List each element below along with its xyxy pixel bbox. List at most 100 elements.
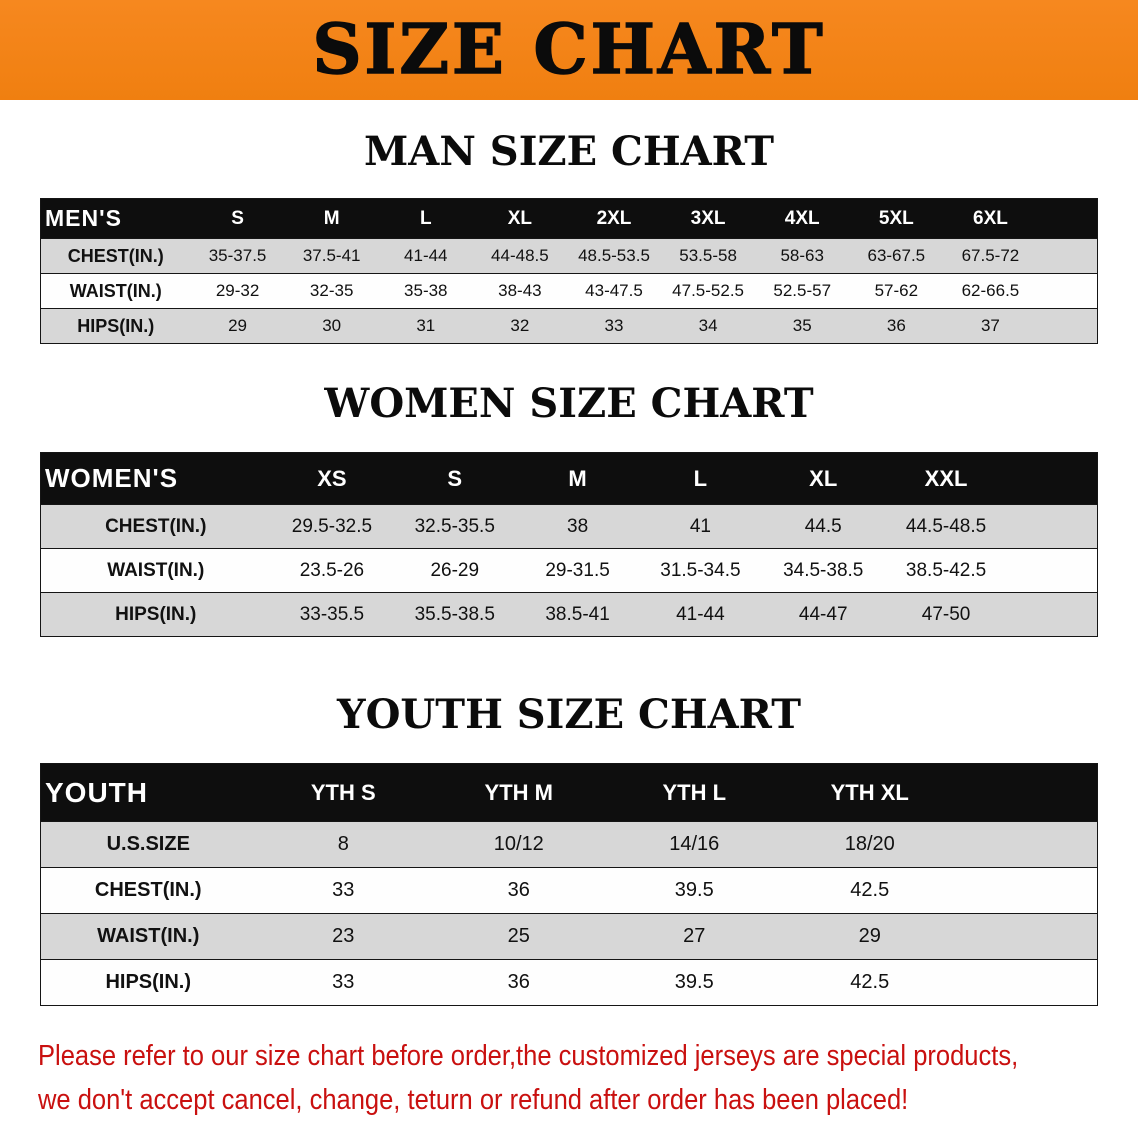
youth-section: YOUTH SIZE CHART YOUTH YTH S YTH M YTH L… — [0, 693, 1138, 1006]
women-hips-cell: 38.5-41 — [516, 592, 639, 637]
disclaimer-line-2: we don't accept cancel, change, teturn o… — [38, 1084, 909, 1116]
men-hips-cell: 34 — [661, 308, 756, 344]
youth-waist-cell: 25 — [431, 913, 607, 960]
women-hips-cell: 41-44 — [638, 592, 762, 637]
women-chest-cell: 29.5-32.5 — [270, 504, 394, 549]
men-waist-cell: 29-32 — [190, 273, 285, 309]
women-waist-cell: 26-29 — [393, 548, 517, 593]
men-waist-cell: 52.5-57 — [755, 273, 850, 309]
disclaimer: Please refer to our size chart before or… — [0, 1034, 1138, 1122]
women-size-table: WOMEN'S XS S M L XL XXL CHEST(IN.) 29.5-… — [40, 452, 1098, 637]
men-table-header-row: MEN'S S M L XL 2XL 3XL 4XL 5XL 6XL — [40, 198, 1098, 239]
youth-ussize-cell: 10/12 — [431, 821, 607, 868]
youth-chest-cell: 39.5 — [606, 867, 782, 914]
spacer-cell — [957, 763, 1098, 822]
men-chest-cell: 67.5-72 — [943, 238, 1038, 274]
spacer-cell — [957, 821, 1098, 868]
row-label: WAIST(IN.) — [40, 273, 191, 309]
men-waist-cell: 57-62 — [849, 273, 944, 309]
spacer-cell — [957, 913, 1098, 960]
youth-ussize-cell: 8 — [255, 821, 431, 868]
men-waist-cell: 32-35 — [284, 273, 379, 309]
men-waist-row: WAIST(IN.) 29-32 32-35 35-38 38-43 43-47… — [40, 273, 1098, 309]
youth-section-heading: YOUTH SIZE CHART — [337, 691, 801, 738]
women-hips-cell: 44-47 — [761, 592, 885, 637]
youth-hips-cell: 42.5 — [782, 959, 958, 1006]
men-hips-cell: 37 — [943, 308, 1038, 344]
spacer-cell — [1037, 238, 1098, 274]
women-column-header: XXL — [884, 452, 1008, 505]
spacer-cell — [1007, 504, 1098, 549]
youth-table-header-row: YOUTH YTH S YTH M YTH L YTH XL — [40, 763, 1098, 822]
women-section-heading: WOMEN SIZE CHART — [324, 380, 814, 427]
men-waist-cell: 35-38 — [378, 273, 473, 309]
men-hips-cell: 33 — [566, 308, 662, 344]
men-waist-cell: 38-43 — [472, 273, 567, 309]
men-size-table: MEN'S S M L XL 2XL 3XL 4XL 5XL 6XL CHEST… — [40, 198, 1098, 344]
youth-waist-cell: 23 — [255, 913, 431, 960]
men-chest-cell: 63-67.5 — [849, 238, 944, 274]
men-chest-cell: 48.5-53.5 — [566, 238, 662, 274]
youth-chest-row: CHEST(IN.) 33 36 39.5 42.5 — [40, 867, 1098, 914]
women-waist-cell: 23.5-26 — [270, 548, 394, 593]
youth-ussize-cell: 14/16 — [606, 821, 782, 868]
women-hips-cell: 47-50 — [884, 592, 1008, 637]
men-waist-cell: 43-47.5 — [566, 273, 662, 309]
row-label: WAIST(IN.) — [40, 913, 256, 960]
men-chest-cell: 41-44 — [378, 238, 473, 274]
women-chest-cell: 38 — [516, 504, 639, 549]
men-waist-cell: 47.5-52.5 — [661, 273, 756, 309]
men-column-header: XL — [472, 198, 567, 239]
men-waist-cell: 62-66.5 — [943, 273, 1038, 309]
row-label: WAIST(IN.) — [40, 548, 271, 593]
youth-hips-cell: 39.5 — [606, 959, 782, 1006]
row-label: HIPS(IN.) — [40, 592, 271, 637]
youth-waist-cell: 27 — [606, 913, 782, 960]
youth-chest-cell: 42.5 — [782, 867, 958, 914]
men-chest-cell: 44-48.5 — [472, 238, 567, 274]
women-chest-cell: 44.5-48.5 — [884, 504, 1008, 549]
men-column-header: 6XL — [943, 198, 1038, 239]
women-hips-cell: 33-35.5 — [270, 592, 394, 637]
men-column-header: 2XL — [566, 198, 662, 239]
women-table-header-row: WOMEN'S XS S M L XL XXL — [40, 452, 1098, 505]
men-chest-cell: 37.5-41 — [284, 238, 379, 274]
men-table-title: MEN'S — [40, 198, 191, 239]
women-column-header: XL — [761, 452, 885, 505]
youth-size-table: YOUTH YTH S YTH M YTH L YTH XL U.S.SIZE … — [40, 763, 1098, 1006]
men-column-header: 4XL — [755, 198, 850, 239]
women-chest-cell: 41 — [638, 504, 762, 549]
men-chest-cell: 58-63 — [755, 238, 850, 274]
spacer-cell — [1007, 592, 1098, 637]
men-hips-cell: 29 — [190, 308, 285, 344]
spacer-cell — [957, 959, 1098, 1006]
men-section: MAN SIZE CHART MEN'S S M L XL 2XL 3XL 4X… — [0, 130, 1138, 344]
page-title: SIZE CHART — [312, 9, 826, 91]
spacer-cell — [1037, 273, 1098, 309]
women-hips-row: HIPS(IN.) 33-35.5 35.5-38.5 38.5-41 41-4… — [40, 592, 1098, 637]
youth-ussize-row: U.S.SIZE 8 10/12 14/16 18/20 — [40, 821, 1098, 868]
youth-ussize-cell: 18/20 — [782, 821, 958, 868]
row-label: CHEST(IN.) — [40, 867, 256, 914]
men-chest-cell: 53.5-58 — [661, 238, 756, 274]
women-waist-cell: 34.5-38.5 — [761, 548, 885, 593]
youth-chest-cell: 33 — [255, 867, 431, 914]
youth-hips-row: HIPS(IN.) 33 36 39.5 42.5 — [40, 959, 1098, 1006]
row-label: CHEST(IN.) — [40, 238, 191, 274]
youth-hips-cell: 36 — [431, 959, 607, 1006]
spacer-cell — [957, 867, 1098, 914]
men-hips-cell: 31 — [378, 308, 473, 344]
youth-column-header: YTH XL — [782, 763, 958, 822]
spacer-cell — [1037, 308, 1098, 344]
men-hips-cell: 35 — [755, 308, 850, 344]
men-section-heading: MAN SIZE CHART — [364, 128, 774, 175]
women-chest-row: CHEST(IN.) 29.5-32.5 32.5-35.5 38 41 44.… — [40, 504, 1098, 549]
women-table-title: WOMEN'S — [40, 452, 271, 505]
youth-waist-cell: 29 — [782, 913, 958, 960]
women-hips-cell: 35.5-38.5 — [393, 592, 517, 637]
men-chest-row: CHEST(IN.) 35-37.5 37.5-41 41-44 44-48.5… — [40, 238, 1098, 274]
men-column-header: S — [190, 198, 285, 239]
youth-column-header: YTH L — [606, 763, 782, 822]
banner: SIZE CHART — [0, 0, 1138, 100]
men-hips-row: HIPS(IN.) 29 30 31 32 33 34 35 36 37 — [40, 308, 1098, 344]
